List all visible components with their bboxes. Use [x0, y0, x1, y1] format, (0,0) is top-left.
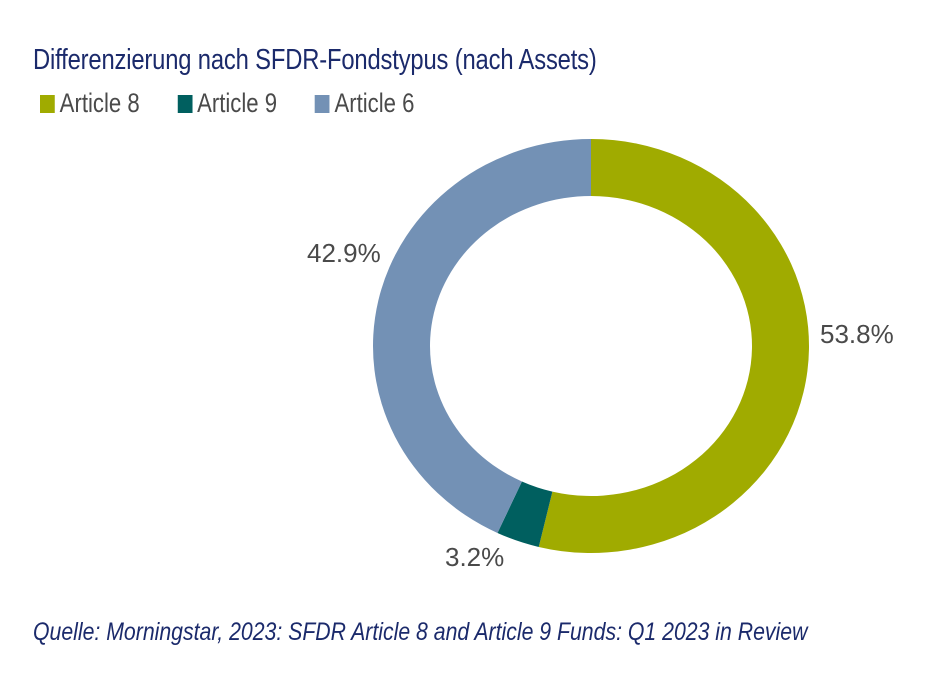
- chart-title: Differenzierung nach SFDR-Fondstypus (na…: [33, 44, 597, 76]
- donut-slice-article-6: [372, 139, 591, 533]
- legend-label-article-8: Article 8: [59, 88, 140, 118]
- donut-slice-article-9: [497, 481, 553, 547]
- legend-item-article-9: Article 9: [177, 88, 277, 119]
- donut-slice-article-8: [538, 139, 810, 553]
- legend: Article 8 Article 9 Article 6: [40, 88, 452, 119]
- data-label-article-6: 42.9%: [307, 238, 381, 268]
- legend-item-article-8: Article 8: [40, 88, 140, 119]
- legend-swatch-article-9: [177, 94, 193, 113]
- legend-swatch-article-8: [40, 94, 55, 113]
- data-label-article-9: 3.2%: [445, 542, 504, 572]
- legend-label-article-9: Article 9: [197, 88, 278, 118]
- legend-swatch-article-6: [314, 94, 330, 113]
- source-note: Quelle: Morningstar, 2023: SFDR Article …: [33, 618, 808, 646]
- legend-label-article-6: Article 6: [334, 88, 415, 118]
- data-label-article-8: 53.8%: [820, 319, 894, 349]
- legend-item-article-6: Article 6: [314, 88, 415, 119]
